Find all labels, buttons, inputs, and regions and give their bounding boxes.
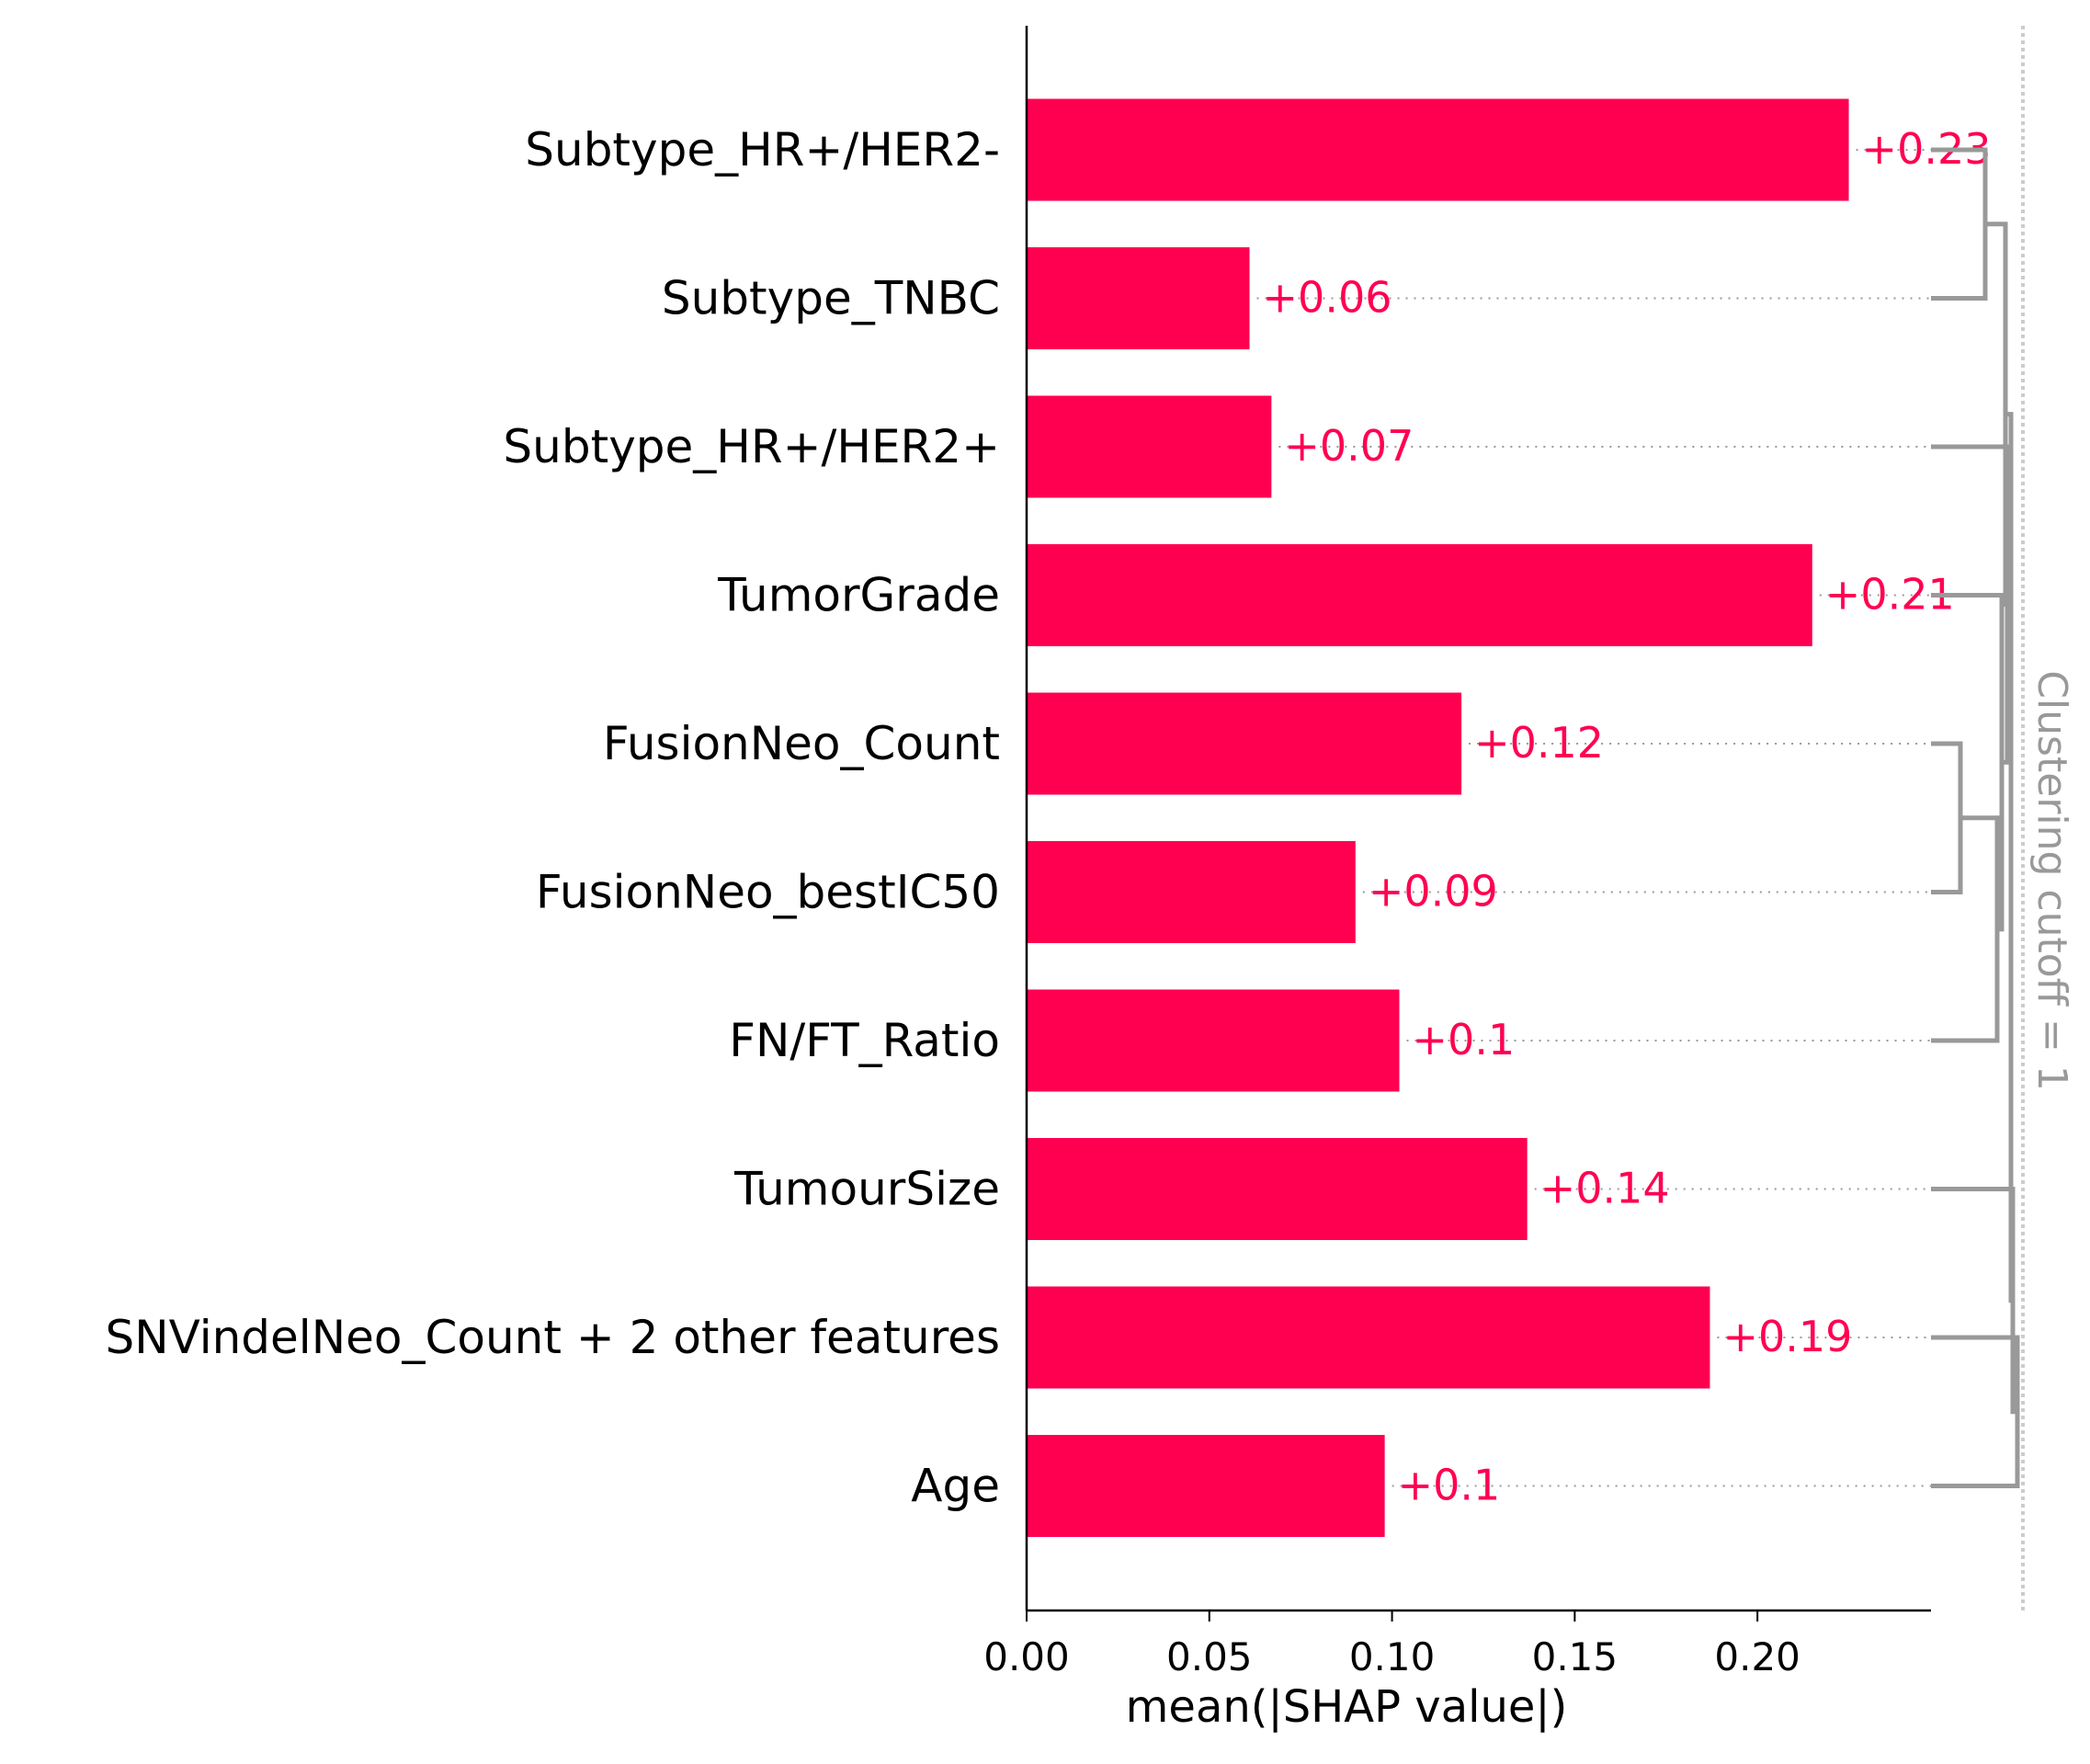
data-label: +0.19 <box>1722 1312 1852 1361</box>
clustering-dendrogram <box>1931 26 2025 1610</box>
x-tick-label: 0.20 <box>1714 1634 1800 1679</box>
dendrogram-branch <box>2005 412 2014 1303</box>
bar <box>1027 692 1462 795</box>
bar <box>1027 1435 1385 1537</box>
data-label: +0.1 <box>1398 1461 1501 1510</box>
x-axis-label: mean(|SHAP value|) <box>1126 1681 1568 1733</box>
dendrogram-branch <box>1931 593 2005 932</box>
category-label: FusionNeo_Count <box>603 717 1000 770</box>
data-label: +0.12 <box>1474 718 1604 768</box>
x-tick-label: 0.10 <box>1349 1634 1436 1679</box>
dendrogram-branch <box>1985 222 2008 608</box>
data-label: +0.09 <box>1369 867 1498 916</box>
x-tick-label: 0.05 <box>1166 1634 1253 1679</box>
bar <box>1027 395 1272 498</box>
category-label: Subtype_HR+/HER2- <box>525 123 1000 176</box>
category-label: SNVindelNeo_Count + 2 other features <box>105 1311 1000 1364</box>
dendrogram-branch <box>1931 1187 2017 1415</box>
dendrogram-branch <box>1931 1335 2020 1488</box>
data-label: +0.14 <box>1540 1164 1670 1213</box>
clustering-cutoff-label: Clustering cutoff = 1 <box>2028 670 2075 1091</box>
bar <box>1027 1138 1528 1240</box>
bars-layer: +0.23Subtype_HR+/HER2-+0.06Subtype_TNBC+… <box>105 98 1992 1537</box>
axes: 0.00 0.05 0.10 0.15 0.20 <box>983 26 1931 1679</box>
bar <box>1027 841 1356 943</box>
bar <box>1027 98 1849 201</box>
bar <box>1027 1286 1710 1389</box>
category-label: FN/FT_Ratio <box>729 1014 1000 1067</box>
data-label: +0.06 <box>1263 273 1392 323</box>
dendrogram-branch <box>1931 815 2000 1043</box>
category-label: Subtype_TNBC <box>662 272 1000 325</box>
category-label: TumorGrade <box>717 569 1000 622</box>
category-label: TumourSize <box>733 1163 1000 1216</box>
data-label: +0.1 <box>1413 1015 1516 1064</box>
category-label: Age <box>911 1460 1000 1513</box>
dendrogram-branch <box>1931 741 1963 894</box>
category-label: FusionNeo_bestIC50 <box>536 866 1000 919</box>
bar <box>1027 247 1250 349</box>
data-label: +0.07 <box>1284 421 1414 471</box>
bar <box>1027 989 1400 1092</box>
x-tick-label: 0.15 <box>1532 1634 1619 1679</box>
x-tick-label: 0.00 <box>983 1634 1070 1679</box>
bar <box>1027 544 1812 646</box>
category-label: Subtype_HR+/HER2+ <box>503 420 1000 473</box>
